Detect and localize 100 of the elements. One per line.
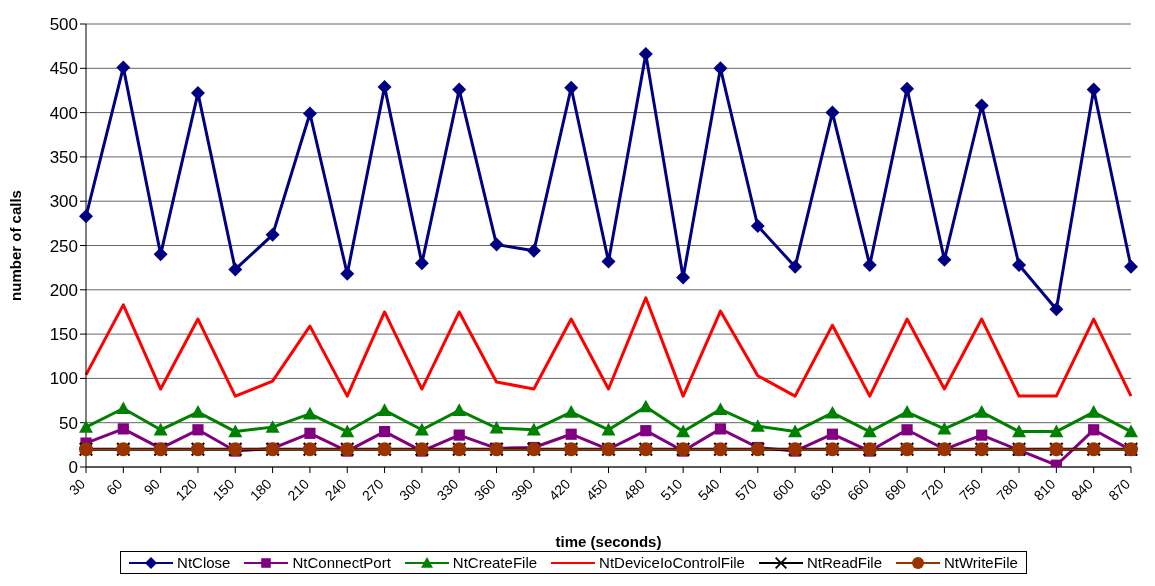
x-tick-label: 510 [657, 475, 686, 504]
legend-label: NtWriteFile [943, 554, 1018, 571]
point [117, 423, 129, 435]
point [414, 422, 429, 436]
point [564, 80, 579, 95]
x-tick-label: 120 [172, 475, 201, 504]
x-tick-label: 630 [806, 475, 835, 504]
point [825, 105, 840, 120]
x-tick-label: 360 [470, 475, 499, 504]
x-tick-label: 210 [284, 475, 313, 504]
x-tick-label: 810 [1030, 475, 1059, 504]
x-tick-label: 30 [65, 475, 89, 499]
point [153, 422, 168, 436]
point [192, 424, 204, 436]
legend-label: NtClose [177, 554, 231, 571]
point [601, 254, 616, 269]
point [974, 98, 989, 113]
point [974, 405, 989, 418]
y-tick-label: 500 [49, 15, 78, 35]
point [489, 237, 504, 252]
x-tick-label: 90 [140, 475, 163, 499]
y-tick-label: 300 [49, 192, 78, 212]
point [640, 425, 652, 437]
point [713, 402, 728, 416]
point [228, 424, 243, 438]
point [638, 399, 653, 413]
x-tick-label: 60 [103, 475, 126, 499]
x-tick-label: 180 [246, 475, 275, 504]
x-tick-label: 870 [1105, 475, 1134, 504]
point [564, 405, 579, 418]
x-tick-label: 840 [1067, 475, 1096, 504]
point [377, 403, 392, 416]
point [452, 403, 467, 416]
point [900, 81, 915, 96]
point [676, 270, 691, 285]
point [190, 405, 205, 418]
point [116, 60, 131, 75]
point [976, 429, 988, 441]
y-tick-label: 450 [49, 59, 78, 79]
x-tick-label: 600 [769, 475, 798, 504]
point [1086, 405, 1101, 418]
point [526, 422, 541, 436]
y-tick-label: 200 [49, 280, 78, 300]
point [1124, 259, 1138, 274]
point [302, 406, 317, 420]
point [601, 422, 616, 436]
point [116, 401, 131, 415]
x-tick-label: 390 [508, 475, 537, 504]
point [79, 209, 93, 224]
x-tick-label: 420 [545, 475, 574, 504]
x-tick-label: 720 [918, 475, 947, 504]
point [862, 424, 877, 438]
y-tick-label: 150 [49, 325, 78, 345]
x-tick-label: 450 [582, 475, 611, 504]
legend-label: NtCreateFile [452, 554, 538, 571]
x-tick-label: 540 [694, 475, 723, 504]
point [79, 420, 93, 433]
x-tick-label: 750 [956, 475, 984, 504]
x-tick-label: 570 [732, 475, 761, 504]
x-tick-label: 300 [396, 475, 425, 504]
point [1012, 424, 1027, 438]
point [937, 421, 952, 435]
point [714, 423, 727, 435]
point [1088, 424, 1100, 436]
point [826, 428, 839, 440]
point [377, 79, 392, 94]
x-tick-label: 240 [321, 475, 350, 504]
point [900, 405, 915, 418]
x-tick-label: 480 [620, 475, 649, 504]
y-axis-title: number of calls [7, 190, 25, 301]
point [526, 243, 541, 258]
y-tick-label: 50 [59, 413, 78, 433]
y-tick-label: 0 [68, 458, 78, 478]
point [489, 421, 504, 434]
point [901, 424, 913, 436]
x-tick-label: 690 [881, 475, 910, 504]
x-tick-label: 330 [433, 475, 462, 504]
point [452, 82, 467, 97]
point [788, 424, 803, 438]
point [340, 424, 355, 438]
x-tick-label: 270 [358, 475, 387, 504]
y-tick-label: 350 [49, 147, 78, 167]
y-tick-label: 250 [49, 236, 78, 256]
point [1124, 424, 1138, 438]
legend-label: NtDeviceIoControlFile [599, 554, 745, 571]
point [676, 424, 691, 438]
point [414, 256, 429, 271]
point [453, 429, 465, 441]
point [750, 219, 765, 234]
point [750, 419, 765, 432]
point [265, 420, 280, 433]
point [825, 405, 840, 419]
point [565, 428, 577, 440]
point [1049, 424, 1064, 438]
x-tick-label: 660 [844, 475, 873, 504]
point [1049, 302, 1064, 317]
point [302, 106, 317, 121]
legend-label: NtReadFile [806, 554, 882, 571]
point [304, 427, 316, 439]
x-tick-label: 150 [209, 475, 238, 504]
